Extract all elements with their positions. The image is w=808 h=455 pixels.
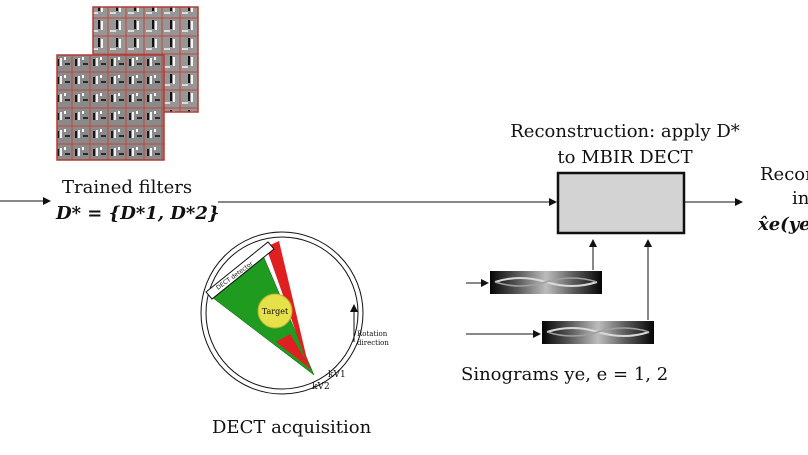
dect-acquisition-figure: DECT detector Target Rotation direction … [200, 231, 389, 395]
rotation-label-2: direction [357, 339, 389, 347]
sinograms-caption: Sinograms ye, e = 1, 2 [461, 364, 669, 385]
gantry-inner-ring [205, 236, 359, 390]
trained-filters-figure [56, 6, 199, 161]
acquisition-caption: DECT acquisition [212, 417, 372, 438]
output-line3: x̂e(ye [758, 214, 808, 235]
target-circle [257, 293, 293, 329]
sinogram-2 [542, 321, 654, 344]
beam-kv2-lower [276, 334, 312, 370]
output-line1: Recon [760, 164, 808, 185]
detector-panel [205, 241, 275, 300]
source-kv1-label: kV1 [328, 370, 346, 380]
target-label: Target [262, 307, 289, 316]
filters-caption-math: D* = {D*1, D*2} [56, 203, 220, 224]
reconstruction-caption-line1: Reconstruction: apply D* [510, 121, 740, 142]
filters-caption-title: Trained filters [62, 177, 193, 198]
reconstruction-caption-line2: to MBIR DECT [557, 147, 693, 168]
rotation-label-1: Rotation [357, 330, 388, 338]
filter-grid-front [56, 54, 165, 161]
reconstruction-box [556, 171, 686, 235]
gantry-outer-ring [200, 231, 364, 395]
source-kv2-label: kV2 [312, 382, 330, 392]
sinogram-1 [490, 271, 602, 294]
output-line2: in [792, 188, 808, 209]
